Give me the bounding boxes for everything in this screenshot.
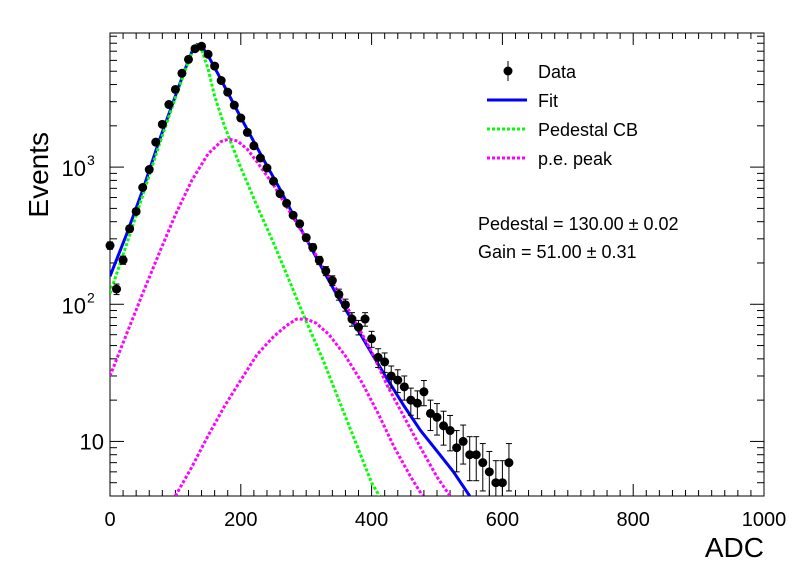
data-point [138, 183, 148, 193]
data-point [380, 357, 390, 367]
data-point [151, 137, 161, 147]
data-point [170, 84, 180, 94]
data-point [177, 68, 187, 78]
series-line-1 [110, 42, 471, 496]
data-point [327, 276, 337, 286]
data-point [484, 467, 494, 477]
data-point [432, 412, 442, 422]
data-point [308, 242, 318, 252]
data-point [118, 255, 128, 265]
x-tick-label: 1000 [742, 509, 787, 531]
x-tick-label: 0 [104, 509, 115, 531]
legend-label: Fit [538, 91, 558, 111]
series-line-3 [110, 137, 452, 496]
data-point [425, 408, 435, 418]
annotation-gain: Gain = 51.00 ± 0.31 [478, 242, 637, 262]
data-point [164, 100, 174, 110]
legend-label: p.e. peak [538, 149, 613, 169]
legend-label: Pedestal CB [538, 120, 638, 140]
data-point [497, 478, 507, 488]
y-tick-label: 10 [62, 293, 86, 318]
data-points [105, 41, 514, 496]
data-point [282, 198, 292, 208]
data-point [419, 387, 429, 397]
annotation-pedestal: Pedestal = 130.00 ± 0.02 [478, 214, 679, 234]
x-tick-labels: 0 200 400 600 800 1000 [104, 509, 786, 531]
data-point [445, 426, 455, 436]
data-point [373, 352, 383, 362]
data-point [269, 176, 278, 186]
data-point [295, 219, 305, 229]
x-tick-label: 600 [486, 509, 519, 531]
data-point [465, 450, 475, 460]
data-point [262, 163, 272, 173]
data-point [112, 284, 122, 294]
data-point [229, 100, 239, 110]
legend: Data Fit Pedestal CB p.e. peak [487, 61, 638, 169]
data-point [144, 165, 154, 175]
data-point [412, 398, 422, 408]
y-tick-label: 10 [62, 156, 86, 181]
data-point [223, 87, 233, 97]
x-axis-label: ADC [705, 532, 764, 563]
data-point [125, 224, 135, 234]
data-point [321, 266, 331, 276]
data-point [452, 443, 462, 453]
data-point [236, 113, 246, 123]
data-point [340, 300, 350, 310]
x-tick-label: 200 [224, 509, 257, 531]
data-point [367, 334, 377, 344]
data-point [458, 436, 468, 446]
data-point [288, 210, 298, 220]
data-point [157, 119, 167, 129]
data-point [105, 241, 115, 251]
data-point [334, 289, 344, 299]
y-axis-label: Events [23, 132, 54, 218]
data-point [249, 141, 259, 151]
legend-marker [503, 66, 513, 76]
data-point [347, 314, 357, 324]
data-point [393, 375, 403, 385]
data-point [275, 189, 285, 199]
series-line-4 [174, 317, 424, 496]
data-point [314, 255, 324, 265]
series-line-2 [110, 43, 381, 496]
data-point [478, 458, 488, 468]
data-point [210, 61, 220, 71]
y-tick-label: 10 [80, 429, 104, 454]
x-tick-label: 800 [617, 509, 650, 531]
data-point [183, 54, 193, 64]
data-point [439, 421, 449, 431]
data-point [354, 322, 364, 332]
legend-label: Data [538, 62, 577, 82]
data-point [255, 153, 265, 163]
fit-curves [110, 42, 471, 496]
data-point [131, 206, 141, 216]
y-tick-label-exponent: 3 [87, 152, 95, 168]
y-tick-label-exponent: 2 [87, 289, 95, 305]
data-point [216, 75, 226, 85]
data-point [301, 233, 311, 243]
data-point [491, 478, 501, 488]
data-point [471, 450, 481, 460]
x-tick-label: 400 [355, 509, 388, 531]
data-point [399, 382, 409, 392]
data-point [386, 371, 396, 381]
data-point [242, 127, 252, 137]
data-point [360, 314, 370, 324]
data-point [197, 41, 207, 51]
data-point [504, 458, 514, 468]
data-point [203, 49, 213, 59]
